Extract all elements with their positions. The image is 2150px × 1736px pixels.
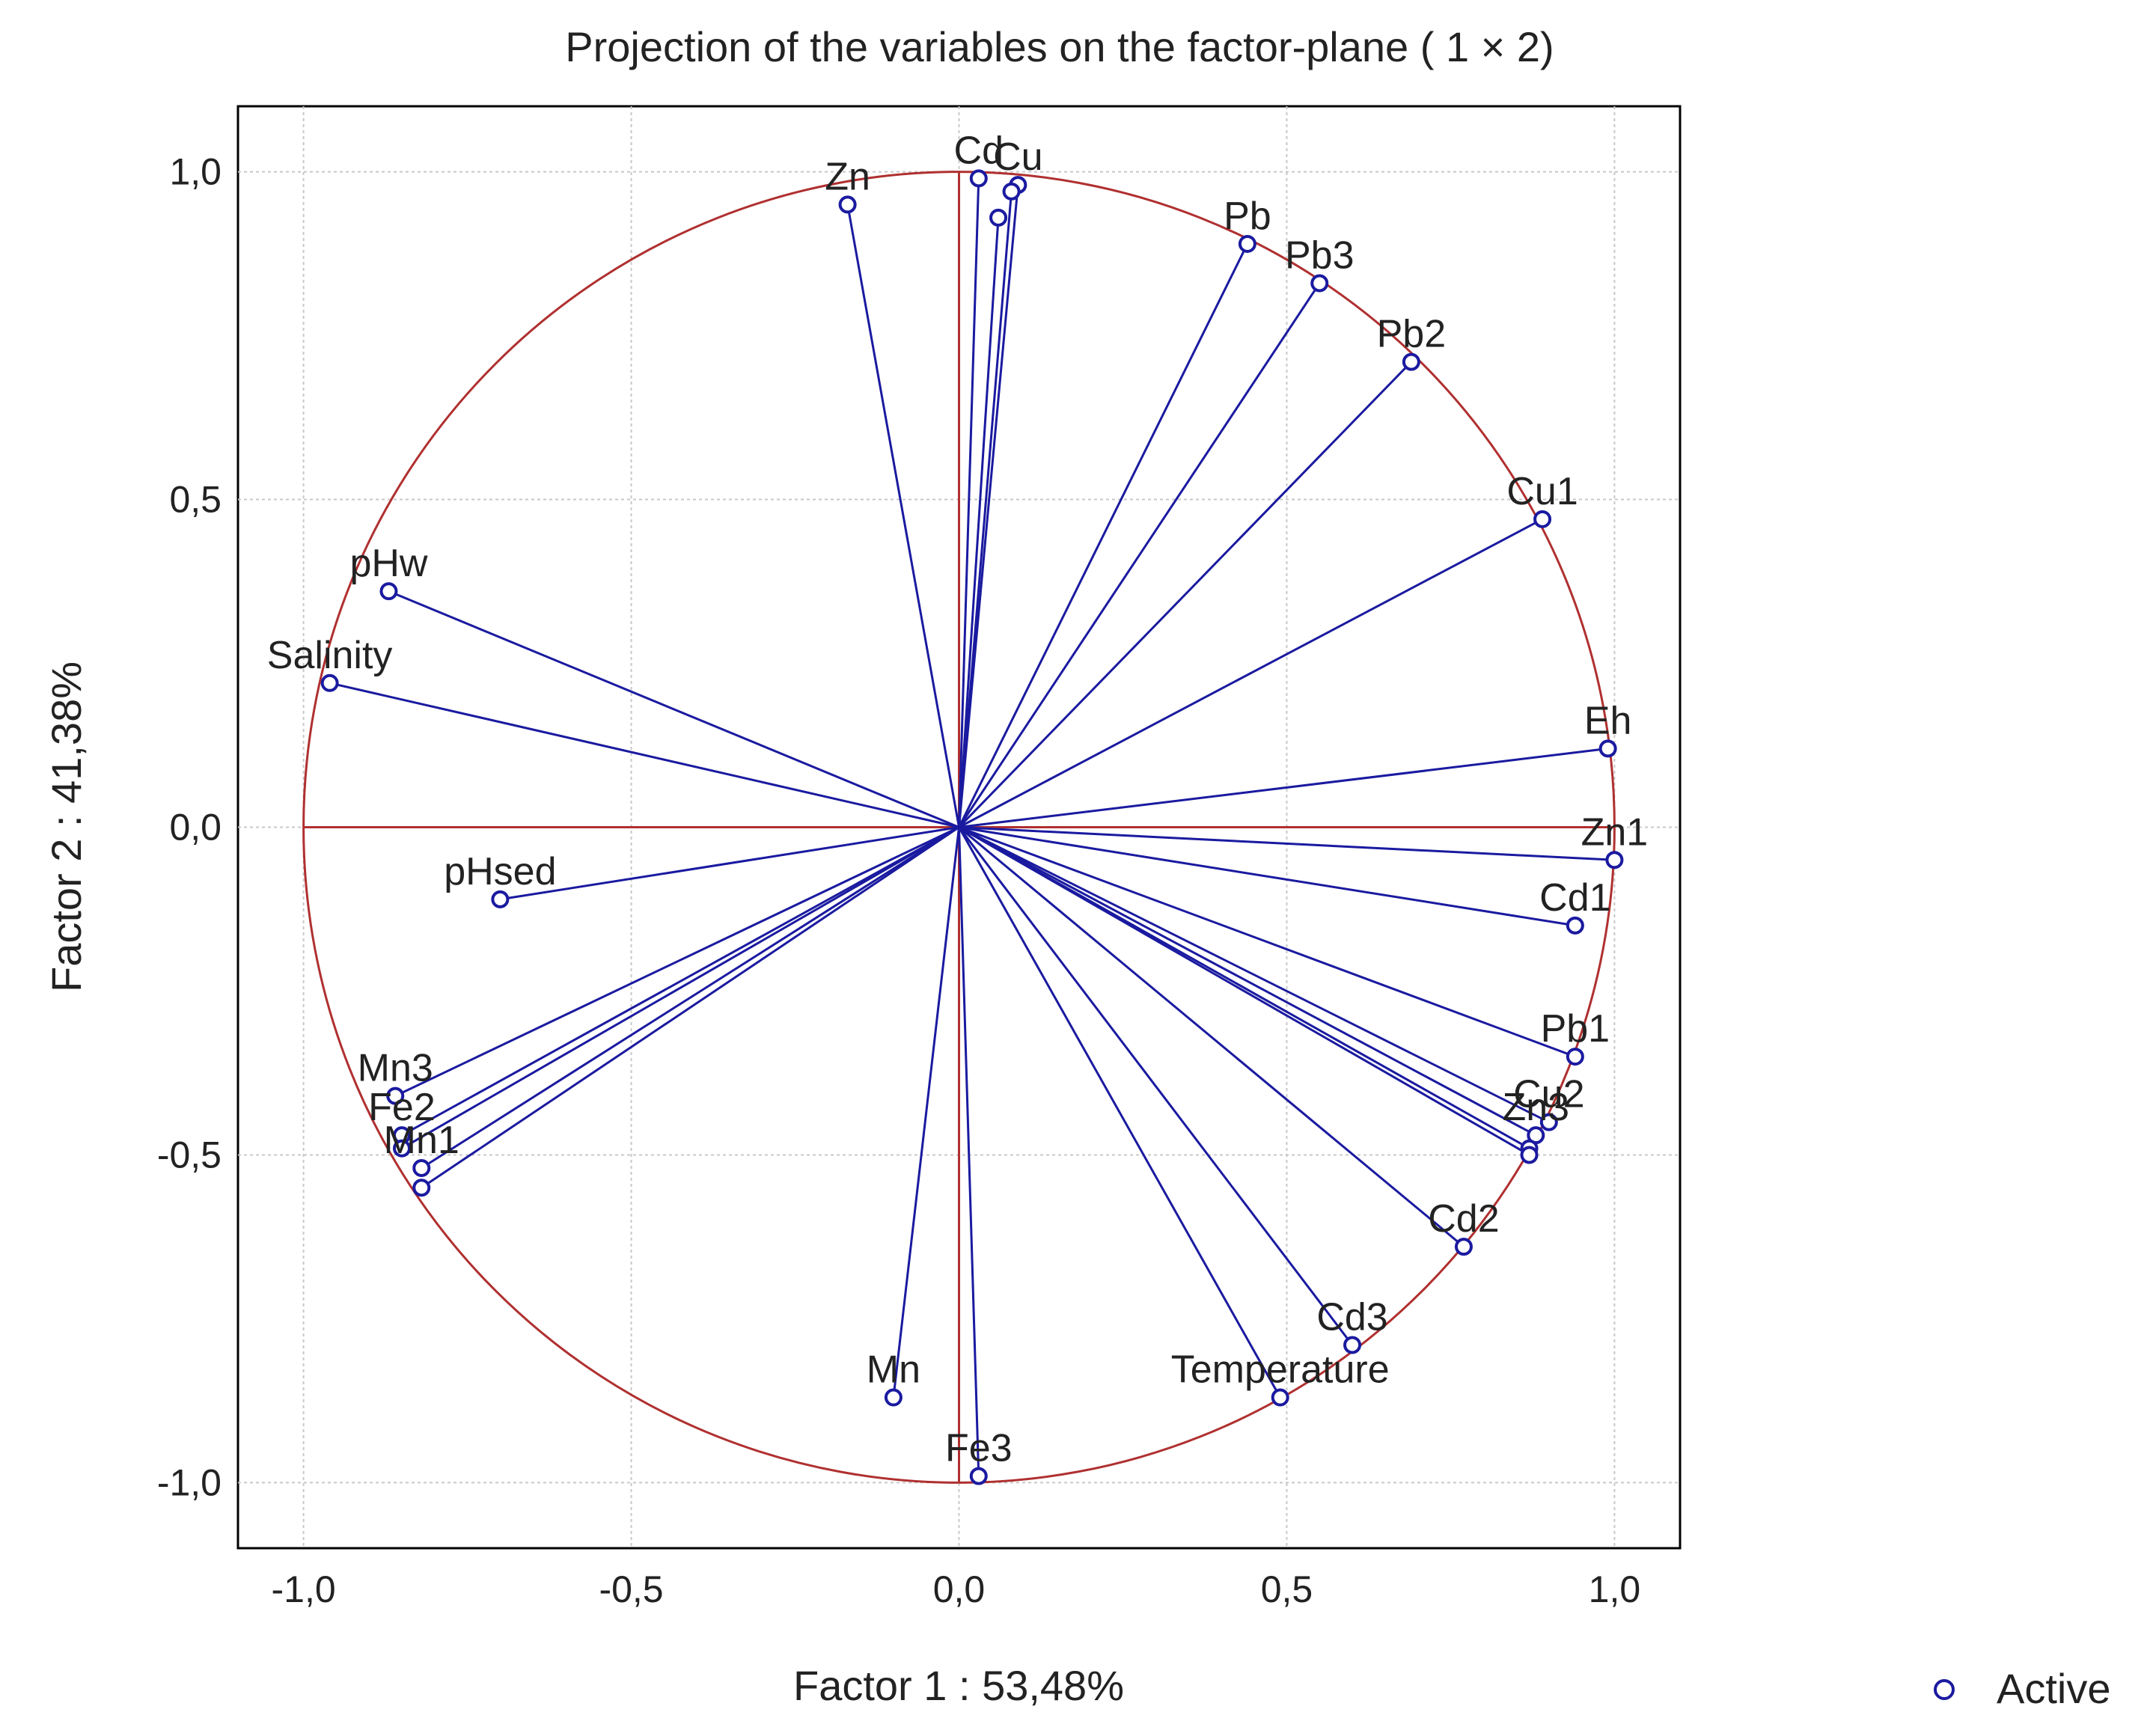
vector-23: [421, 826, 960, 1170]
vector-5: [958, 243, 1249, 828]
legend-marker: [1934, 1679, 1955, 1700]
point-20: [386, 1086, 405, 1105]
point-label-25: Cd2: [1428, 1197, 1499, 1241]
point-label-10: Salinity: [267, 634, 393, 677]
vector-26: [958, 826, 1354, 1346]
point-24: [412, 1179, 431, 1197]
x-tick-label-3: 0,5: [1261, 1568, 1313, 1610]
point-label-29: Fe3: [945, 1427, 1013, 1470]
vector-1: [958, 178, 980, 828]
vector-17: [958, 826, 1537, 1137]
vector-25: [958, 826, 1465, 1248]
vector-16: [958, 826, 1550, 1124]
point-label-12: Zn1: [1581, 810, 1649, 854]
point-9: [379, 582, 398, 601]
point-label-23: Mn1: [384, 1119, 459, 1162]
vector-12: [959, 826, 1615, 861]
point-25: [1454, 1238, 1473, 1256]
point-26: [1343, 1336, 1362, 1354]
point-label-26: Cd3: [1316, 1295, 1387, 1339]
point-label-14: Cd1: [1539, 876, 1610, 920]
vector-19: [958, 826, 1530, 1156]
x-tick-label-2: 0,0: [933, 1568, 986, 1610]
point-8: [1533, 510, 1552, 528]
point-label-28: Mn: [867, 1348, 920, 1392]
point-label-20: Mn3: [358, 1047, 433, 1090]
y-tick-label-0: -1,0: [157, 1461, 222, 1503]
point-4: [989, 208, 1008, 227]
point-label-16: Cu2: [1513, 1073, 1584, 1116]
point-label-17: Zn3: [1502, 1086, 1569, 1129]
point-28: [884, 1388, 903, 1407]
variable-points: [320, 169, 1624, 1485]
point-label-2: Cu: [993, 135, 1042, 179]
x-tick-label-4: 1,0: [1589, 1568, 1641, 1610]
point-0: [838, 195, 857, 214]
x-tick-label-1: -0,5: [599, 1568, 663, 1610]
point-22: [392, 1139, 411, 1158]
point-label-21: Fe2: [368, 1086, 436, 1129]
point-12: [1605, 851, 1624, 869]
point-label-9: pHw: [349, 542, 427, 585]
point-5: [1238, 234, 1256, 253]
vector-8: [958, 518, 1543, 828]
vector-28: [892, 827, 960, 1398]
point-label-1: Cd: [954, 129, 1004, 172]
vector-13: [500, 826, 959, 901]
point-19: [1520, 1146, 1539, 1164]
y-axis-title: Factor 2 : 41,38%: [43, 661, 90, 992]
vector-0: [846, 204, 960, 828]
point-label-13: pHsed: [444, 850, 556, 893]
point-label-6: Pb3: [1285, 233, 1355, 277]
point-15: [1566, 1048, 1584, 1066]
tick-labels: -1,0 -0,5 0,0 0,5 1,0 -1,0 -0,5 0,0 0,5 1,0: [157, 151, 1640, 1610]
vector-10: [329, 682, 959, 828]
vector-4: [958, 217, 1000, 828]
vector-11: [959, 747, 1608, 828]
point-6: [1310, 274, 1329, 293]
vector-15: [958, 826, 1576, 1058]
point-label-15: Pb1: [1541, 1007, 1610, 1051]
point-27: [1271, 1388, 1289, 1407]
point-label-0: Zn: [825, 155, 870, 198]
point-label-8: Cu1: [1506, 470, 1578, 513]
vector-21: [401, 826, 960, 1137]
point-label-5: Pb: [1224, 195, 1271, 238]
chart-title: Projection of the variables on the facto…: [565, 23, 1554, 70]
legend: Active: [1934, 1665, 2111, 1712]
y-tick-label-2: 0,0: [169, 807, 222, 849]
point-7: [1402, 352, 1420, 371]
vector-22: [401, 826, 960, 1149]
point-23: [412, 1158, 431, 1177]
vector-3: [958, 191, 1013, 828]
point-11: [1598, 739, 1617, 758]
vector-14: [959, 826, 1576, 927]
point-3: [1002, 182, 1021, 201]
vector-29: [958, 827, 980, 1476]
x-axis-title: Factor 1 : 53,48%: [793, 1662, 1124, 1709]
x-tick-label-0: -1,0: [272, 1568, 336, 1610]
y-tick-label-3: 0,5: [169, 479, 222, 521]
vector-27: [958, 826, 1282, 1399]
variable-vectors: [329, 178, 1615, 1476]
point-29: [969, 1467, 988, 1485]
point-label-7: Pb2: [1377, 313, 1447, 356]
legend-label: Active: [1997, 1665, 2111, 1712]
point-label-27: Temperature: [1171, 1348, 1390, 1392]
point-label-11: Eh: [1584, 699, 1632, 742]
vector-24: [421, 826, 960, 1189]
vector-9: [388, 590, 960, 828]
vector-7: [958, 361, 1412, 828]
y-tick-label-1: -0,5: [157, 1134, 222, 1176]
y-tick-label-4: 1,0: [169, 151, 222, 193]
point-13: [491, 890, 510, 908]
point-16: [1539, 1113, 1558, 1131]
vector-20: [394, 826, 960, 1097]
vector-6: [958, 282, 1321, 828]
point-14: [1566, 916, 1584, 935]
point-10: [320, 673, 339, 692]
point-1: [969, 169, 988, 188]
